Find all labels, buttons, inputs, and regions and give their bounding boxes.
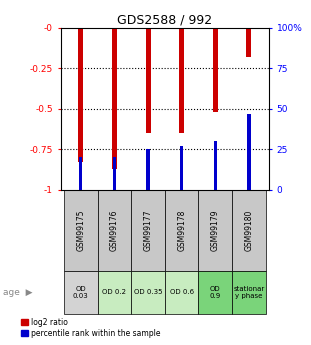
Text: OD
0.9: OD 0.9 [210, 286, 221, 299]
FancyBboxPatch shape [232, 271, 266, 314]
Bar [146, 28, 151, 133]
Text: GSM99176: GSM99176 [110, 209, 119, 251]
Bar [180, 146, 183, 190]
FancyBboxPatch shape [198, 190, 232, 271]
Bar [246, 28, 251, 57]
Text: age  ▶: age ▶ [3, 288, 33, 297]
FancyBboxPatch shape [64, 190, 98, 271]
Text: OD 0.2: OD 0.2 [102, 289, 126, 295]
Bar [113, 157, 116, 190]
FancyBboxPatch shape [232, 190, 266, 271]
FancyBboxPatch shape [165, 190, 198, 271]
FancyBboxPatch shape [131, 190, 165, 271]
Text: OD 0.35: OD 0.35 [134, 289, 162, 295]
FancyBboxPatch shape [198, 271, 232, 314]
Text: OD
0.03: OD 0.03 [73, 286, 89, 299]
Text: stationar
y phase: stationar y phase [233, 286, 264, 299]
Bar [247, 114, 251, 190]
FancyBboxPatch shape [98, 271, 131, 314]
FancyBboxPatch shape [165, 271, 198, 314]
Bar [214, 141, 217, 190]
FancyBboxPatch shape [64, 271, 98, 314]
Bar [112, 28, 117, 169]
FancyBboxPatch shape [131, 271, 165, 314]
Text: GSM99179: GSM99179 [211, 209, 220, 251]
Title: GDS2588 / 992: GDS2588 / 992 [117, 13, 212, 27]
Bar [78, 28, 83, 162]
Bar [213, 28, 218, 112]
Legend: log2 ratio, percentile rank within the sample: log2 ratio, percentile rank within the s… [19, 316, 162, 339]
Bar [146, 149, 150, 190]
Text: GSM99177: GSM99177 [143, 209, 152, 251]
Bar [79, 157, 82, 190]
Text: GSM99178: GSM99178 [177, 210, 186, 251]
FancyBboxPatch shape [98, 190, 131, 271]
Bar [179, 28, 184, 133]
Text: GSM99175: GSM99175 [76, 209, 85, 251]
Text: GSM99180: GSM99180 [244, 210, 253, 251]
Text: OD 0.6: OD 0.6 [169, 289, 194, 295]
